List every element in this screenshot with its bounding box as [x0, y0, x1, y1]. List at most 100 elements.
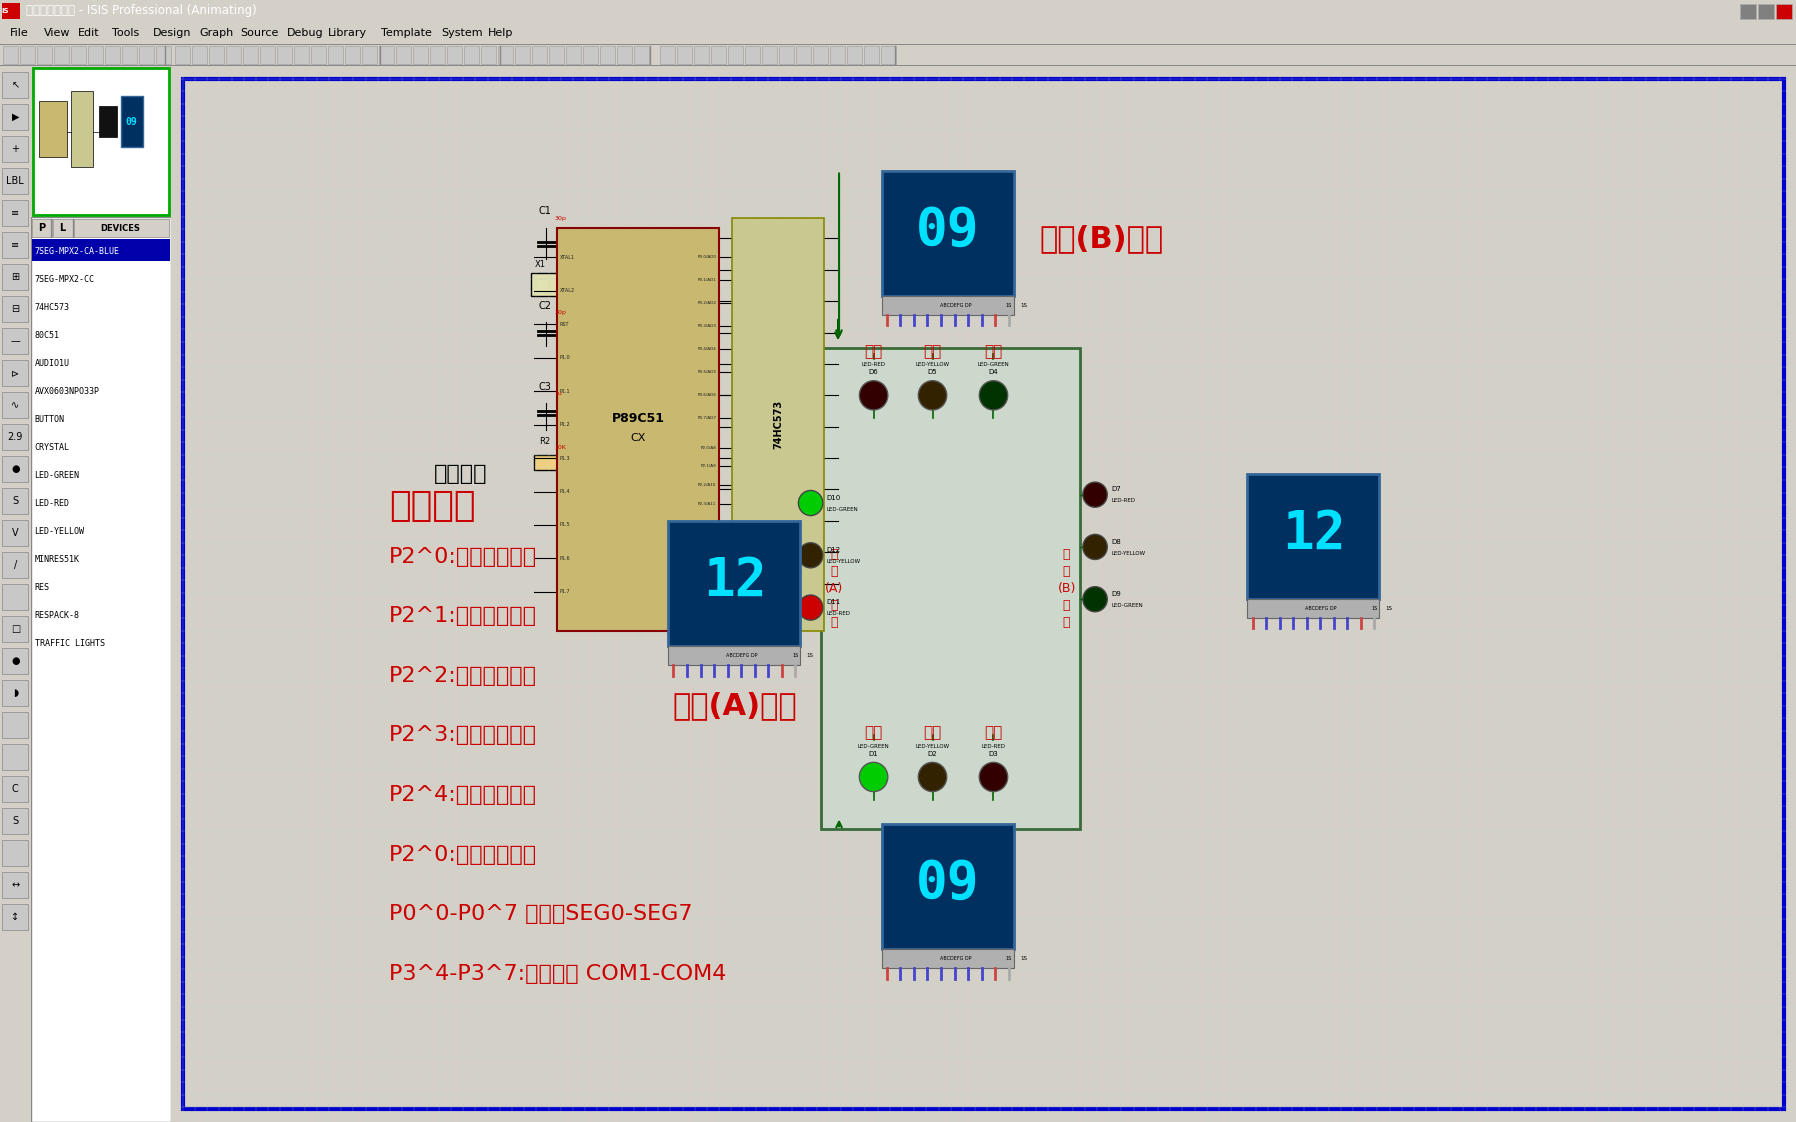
Bar	[2, 808, 29, 834]
Circle shape	[858, 762, 887, 792]
Bar	[584, 46, 598, 64]
Bar	[882, 46, 896, 64]
Text: 1S: 1S	[1020, 303, 1027, 307]
Bar	[2, 264, 29, 289]
Text: P2.3/A11: P2.3/A11	[699, 502, 717, 506]
Text: LED-RED: LED-RED	[826, 611, 851, 616]
Bar	[2, 519, 29, 546]
Text: 10K: 10K	[555, 444, 566, 450]
Bar	[242, 46, 259, 64]
Text: RST: RST	[560, 322, 569, 327]
Text: 09: 09	[916, 204, 979, 257]
Text: 1S: 1S	[1006, 303, 1011, 307]
Text: LED-GREEN: LED-GREEN	[1112, 603, 1142, 608]
Bar	[2, 649, 29, 674]
Text: P1.4: P1.4	[560, 489, 571, 494]
Text: C: C	[13, 784, 18, 794]
Bar	[677, 46, 691, 64]
Text: 1S: 1S	[1006, 956, 1011, 962]
Text: P1.3: P1.3	[560, 456, 571, 460]
Text: D9: D9	[1112, 591, 1121, 597]
Text: 南
北
(B)
方
向: 南 北 (B) 方 向	[1058, 549, 1076, 629]
Bar	[2, 680, 29, 706]
Text: C3: C3	[539, 383, 551, 392]
Bar	[138, 46, 154, 64]
Text: XTAL1: XTAL1	[560, 255, 575, 260]
Text: P2^3:南北方向红灯: P2^3:南北方向红灯	[390, 726, 537, 745]
Text: 2.9: 2.9	[7, 432, 23, 442]
Bar	[733, 218, 824, 631]
Bar	[882, 171, 1013, 296]
Text: TRAFFIC LIGHTS: TRAFFIC LIGHTS	[34, 638, 104, 647]
Bar	[882, 296, 1013, 315]
Text: P0.7/AD7: P0.7/AD7	[697, 416, 717, 421]
Text: LED-YELLOW: LED-YELLOW	[34, 527, 84, 536]
Text: S: S	[13, 816, 18, 826]
Bar	[2, 840, 29, 866]
Bar	[20, 46, 34, 64]
Text: ▶: ▶	[11, 112, 20, 122]
Text: P2.0/A8: P2.0/A8	[700, 445, 717, 450]
Text: DEVICES: DEVICES	[101, 224, 140, 233]
Bar	[429, 46, 445, 64]
Text: ◗: ◗	[13, 688, 18, 698]
Bar	[566, 46, 580, 64]
Text: D5: D5	[929, 369, 938, 376]
Text: ⊞: ⊞	[11, 272, 20, 282]
Text: P0.4/AD4: P0.4/AD4	[697, 348, 717, 351]
Bar	[2, 296, 29, 322]
Text: ∿: ∿	[11, 399, 20, 410]
Bar	[1248, 599, 1379, 618]
Text: ↖: ↖	[11, 80, 20, 90]
Text: /: /	[14, 560, 16, 570]
Text: 74HC573: 74HC573	[772, 399, 783, 449]
Bar	[2, 776, 29, 802]
Text: Tools: Tools	[111, 28, 140, 38]
Bar	[260, 46, 275, 64]
Text: P0.0/AD0: P0.0/AD0	[697, 256, 717, 259]
Text: P0.1/AD1: P0.1/AD1	[697, 278, 717, 283]
Circle shape	[799, 490, 823, 516]
Bar	[2, 488, 29, 514]
Bar	[1758, 4, 1774, 19]
Bar	[634, 46, 648, 64]
Bar	[1248, 473, 1379, 599]
Text: CX: CX	[630, 433, 645, 443]
Text: P0.2/AD2: P0.2/AD2	[697, 302, 717, 305]
Bar	[2, 392, 29, 419]
Text: Design: Design	[153, 28, 190, 38]
Text: P1.2: P1.2	[560, 422, 571, 427]
Text: P2.5/A13: P2.5/A13	[699, 540, 717, 544]
Text: ABCDEFG DP: ABCDEFG DP	[939, 303, 972, 307]
Text: RESPACK-8: RESPACK-8	[34, 611, 79, 620]
Bar	[727, 46, 744, 64]
Text: LED-RED: LED-RED	[862, 362, 885, 367]
Text: Graph: Graph	[199, 28, 233, 38]
Bar	[557, 228, 718, 631]
Bar	[533, 454, 580, 470]
Text: P2.7/A15: P2.7/A15	[699, 578, 717, 581]
Text: 12: 12	[702, 555, 767, 607]
Text: P3^4-P3^7:数码管位 COM1-COM4: P3^4-P3^7:数码管位 COM1-COM4	[390, 964, 726, 984]
Text: LED-YELLOW: LED-YELLOW	[916, 744, 950, 748]
Text: P1.6: P1.6	[560, 555, 571, 561]
Bar	[2, 583, 29, 610]
Text: P0.3/AD3: P0.3/AD3	[697, 324, 717, 329]
Text: IS: IS	[2, 8, 9, 13]
Bar	[830, 46, 844, 64]
Bar	[2, 904, 29, 930]
Text: P0.6/AD6: P0.6/AD6	[697, 394, 717, 397]
Bar	[532, 273, 562, 296]
Text: D4: D4	[988, 369, 999, 376]
Bar	[2, 616, 29, 642]
Bar	[497, 46, 514, 64]
Bar	[2, 136, 29, 162]
Text: 绿灯: 绿灯	[864, 725, 882, 741]
Text: XTAL2: XTAL2	[560, 288, 575, 293]
Bar	[2, 744, 29, 770]
Bar	[1776, 4, 1792, 19]
Text: LED-YELLOW: LED-YELLOW	[916, 362, 950, 367]
Text: Template: Template	[381, 28, 431, 38]
Text: R2: R2	[539, 438, 551, 447]
Bar	[192, 46, 207, 64]
